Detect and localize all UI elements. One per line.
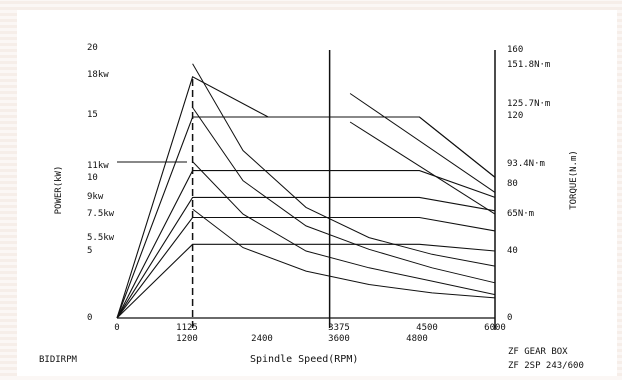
left-tick-0: 20 [87, 43, 98, 53]
right-tick-4: 93.4N·m [507, 159, 545, 169]
right-tick-6: 65N·m [507, 209, 534, 219]
x-tick-upper-4: 6000 [484, 323, 506, 333]
chart-panel: Spindle Speed(RPM) POWER(kW) TORQUE(N.m)… [17, 10, 617, 376]
x-tick-lower-1: 2400 [251, 334, 273, 344]
left-tick-2: 15 [87, 110, 98, 120]
x-tick-lower-3: 4800 [406, 334, 428, 344]
torque-curve-4 [192, 208, 496, 299]
power-line-3 [116, 170, 496, 319]
left-tick-3: 11kw [87, 161, 109, 171]
y-axis-label-left: POWER(kW) [54, 166, 64, 215]
labels-group: Spindle Speed(RPM) POWER(kW) TORQUE(N.m)… [39, 150, 584, 371]
footer-right-line2: ZF 2SP 243/600 [508, 361, 584, 371]
power-line-5 [116, 216, 496, 319]
right-tick-3: 120 [507, 111, 523, 121]
left-tick-9: 0 [87, 313, 92, 323]
x-tick-upper-2: 3375 [328, 323, 350, 333]
chart-svg: Spindle Speed(RPM) POWER(kW) TORQUE(N.m)… [39, 43, 584, 371]
left-tick-4: 10 [87, 173, 98, 183]
x-tick-lower-2: 3600 [328, 334, 350, 344]
x-tick-lower-0: 1200 [176, 334, 198, 344]
x-axis-label: Spindle Speed(RPM) [250, 354, 358, 365]
right-tick-5: 80 [507, 179, 518, 189]
right-tick-1: 151.8N·m [507, 60, 550, 70]
power-line-4 [116, 196, 496, 319]
torque-curve-1 [192, 63, 496, 267]
torque-falloff-line-2 [349, 121, 496, 215]
left-tick-7: 5.5kw [87, 233, 115, 243]
torque-curve-2 [192, 107, 496, 284]
footer-left: BIDIRPM [39, 355, 78, 365]
power-line-2 [116, 116, 496, 319]
left-tick-5: 9kw [87, 192, 104, 202]
left-tick-6: 7.5kw [87, 209, 115, 219]
footer-right-line1: ZF GEAR BOX [508, 347, 568, 357]
vertical-lines-group [191, 50, 331, 328]
right-tick-0: 160 [507, 45, 523, 55]
right-tick-8: 0 [507, 313, 512, 323]
power-line-6 [116, 243, 496, 319]
x-tick-upper-3: 4500 [416, 323, 438, 333]
torque-falloff-line-1 [349, 93, 496, 193]
torque-series-group [192, 63, 496, 299]
x-tick-upper-0: 0 [114, 323, 119, 333]
right-tick-2: 125.7N·m [507, 99, 550, 109]
power-series-group [116, 76, 496, 319]
torque-curve-3 [192, 161, 496, 296]
y-axis-label-right: TORQUE(N.m) [569, 150, 579, 210]
left-tick-8: 5 [87, 246, 92, 256]
right-tick-7: 40 [507, 246, 518, 256]
x-tick-upper-1: 1125 [176, 323, 198, 333]
axes-group [117, 50, 496, 330]
left-tick-1: 18kw [87, 70, 109, 80]
